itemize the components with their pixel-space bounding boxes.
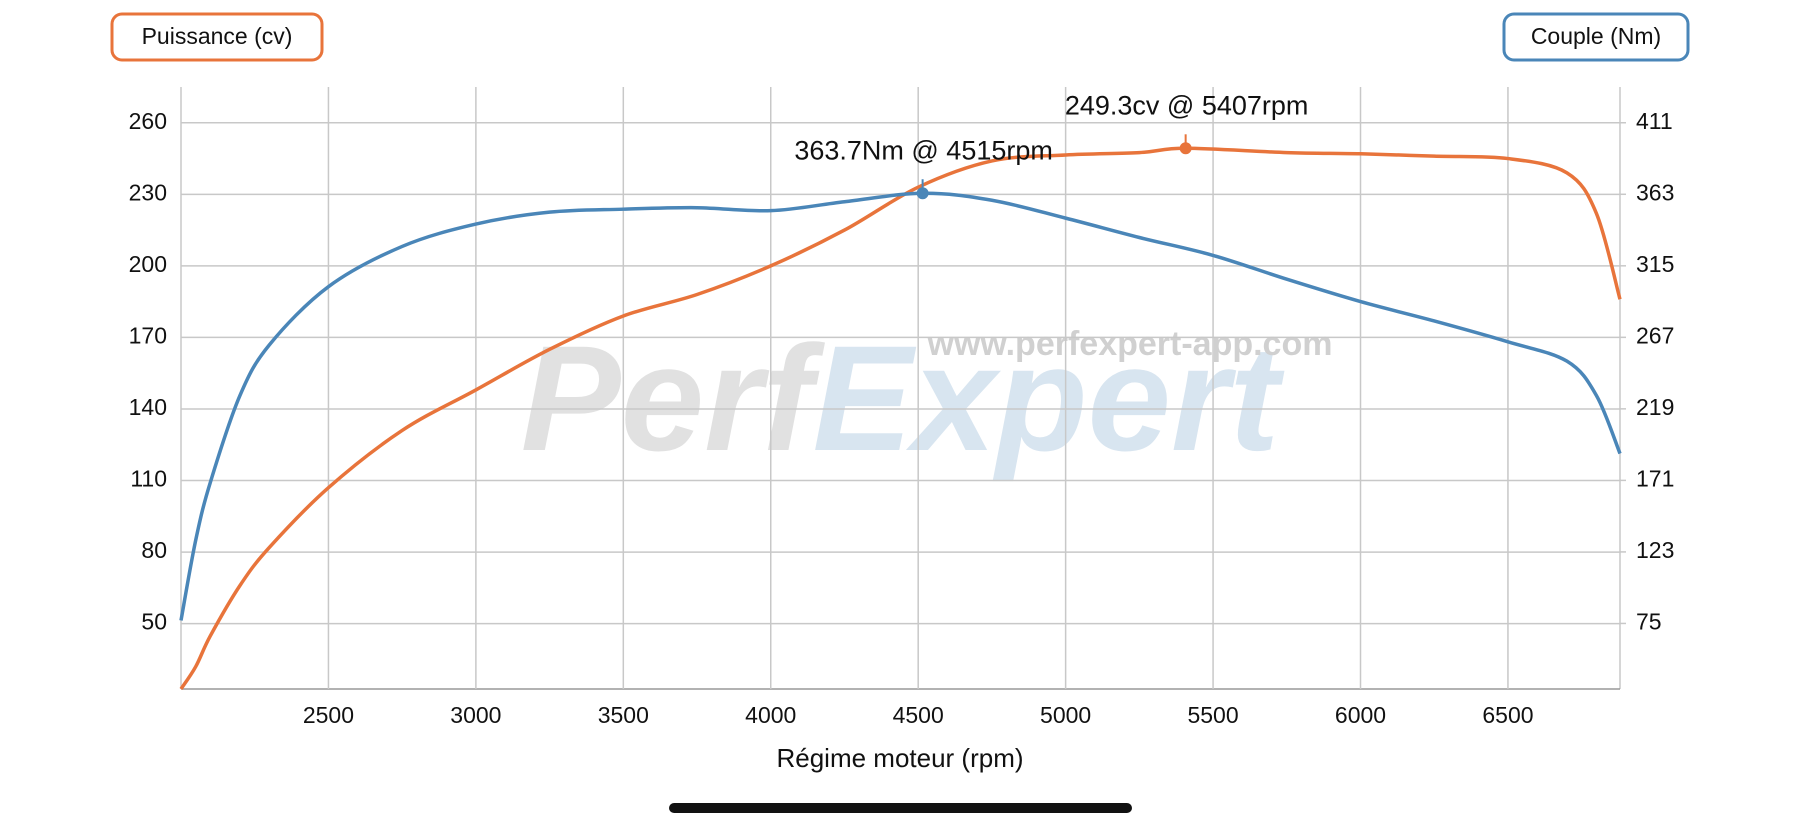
y2-tick-label: 411	[1636, 108, 1673, 134]
y-tick-label: 80	[141, 537, 167, 563]
right-axis-label: Couple (Nm)	[1531, 23, 1661, 49]
y-tick-label: 110	[130, 466, 167, 492]
y-tick-label: 200	[129, 251, 167, 277]
annotation-marker	[1179, 142, 1192, 155]
x-axis-label: Régime moteur (rpm)	[776, 743, 1023, 773]
annotation-label: 363.7Nm @ 4515rpm	[794, 135, 1053, 165]
x-tick-label: 3000	[450, 702, 501, 728]
y-tick-label: 140	[129, 394, 167, 420]
watermark-part: Perf	[521, 314, 826, 482]
annotation-label: 249.3cv @ 5407rpm	[1065, 90, 1309, 120]
x-tick-label: 5000	[1040, 702, 1091, 728]
y2-tick-label: 123	[1636, 537, 1674, 563]
left-axis-label: Puissance (cv)	[142, 23, 293, 49]
y2-tick-label: 267	[1636, 322, 1674, 348]
y-tick-label: 230	[129, 179, 167, 205]
y2-tick-label: 171	[1636, 465, 1674, 491]
x-tick-label: 4000	[745, 702, 796, 728]
watermark-part: Expert	[812, 314, 1285, 482]
y2-tick-label: 219	[1636, 394, 1674, 420]
x-tick-label: 3500	[598, 702, 649, 728]
x-tick-label: 5500	[1187, 702, 1238, 728]
y-tick-label: 50	[141, 609, 167, 635]
series-line	[179, 191, 1622, 621]
annotation-marker	[916, 187, 929, 200]
watermark: PerfExpert	[521, 314, 1286, 482]
left-axis-box	[110, 12, 324, 62]
y-tick-label: 170	[129, 323, 167, 349]
watermark-url: www.perfexpert-app.com	[927, 325, 1333, 363]
right-axis-box	[1502, 12, 1690, 62]
home-indicator	[669, 803, 1132, 813]
x-tick-label: 6000	[1335, 702, 1386, 728]
x-tick-label: 2500	[303, 702, 354, 728]
x-tick-label: 6500	[1482, 702, 1533, 728]
y2-tick-label: 363	[1636, 179, 1674, 205]
y2-tick-label: 75	[1636, 609, 1662, 635]
x-tick-label: 4500	[893, 702, 944, 728]
y-tick-label: 260	[129, 108, 167, 134]
y2-tick-label: 315	[1636, 251, 1674, 277]
series-line	[179, 146, 1622, 690]
